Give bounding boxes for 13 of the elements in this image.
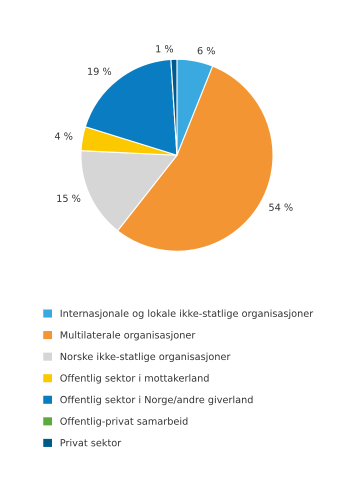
legend-label: Internasjonale og lokale ikke-statlige organisasjoner xyxy=(60,309,314,319)
legend-label: Offentlig sektor i mottakerland xyxy=(60,374,209,384)
legend-label: Privat sektor xyxy=(60,438,122,446)
data-label: 15 % xyxy=(57,194,80,202)
legend-label: Offentlig-privat samarbeid xyxy=(60,417,188,427)
data-label: 4 % xyxy=(54,132,72,140)
data-label: 6 % xyxy=(198,46,215,54)
data-label: 54 % xyxy=(269,204,293,211)
legend-label: Norske ikke-statlige organisasjoner xyxy=(60,352,230,362)
legend-label: Offentlig sektor i Norge/andre giverland xyxy=(60,396,253,406)
data-label: 1 % xyxy=(156,45,174,52)
data-label: 19 % xyxy=(88,68,112,76)
legend-label: Multilaterale organisasjoner xyxy=(60,331,196,340)
